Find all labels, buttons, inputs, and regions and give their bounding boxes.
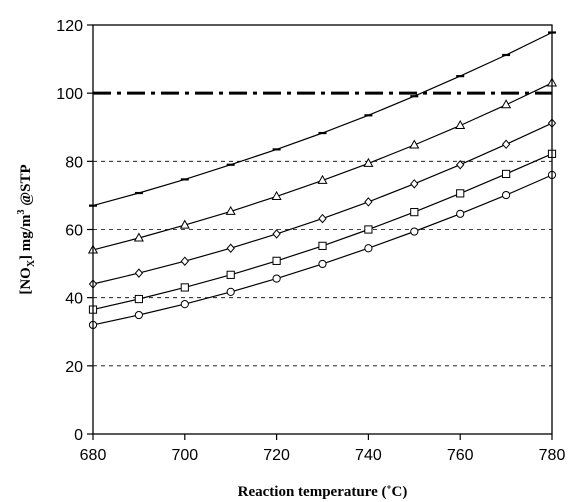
square-marker [181, 284, 188, 291]
square-marker [273, 257, 280, 264]
circle-marker [365, 245, 372, 252]
diamond-marker [273, 230, 280, 238]
axis-ticks: 680 700 720 740 760 780 0 20 40 60 80 100 120 [56, 18, 565, 464]
plot-frame [93, 25, 552, 434]
y-axis-title-part: @STP [18, 164, 34, 209]
circle-marker [411, 228, 418, 235]
circle-marker [227, 288, 234, 295]
circle-marker [503, 191, 510, 198]
y-axis-title-part: ] mg/m [18, 214, 34, 260]
y-tick-label: 80 [65, 154, 83, 171]
diamond-marker [457, 161, 464, 169]
square-marker [411, 209, 418, 216]
series-line [93, 83, 552, 250]
y-tick-label: 40 [65, 291, 83, 308]
circle-marker [135, 311, 142, 318]
square-marker [227, 271, 234, 278]
x-tick-label: 760 [447, 447, 474, 464]
y-axis-title: [NOX] mg/m3 @STP [16, 164, 37, 294]
series-group [89, 32, 556, 328]
diamond-marker [503, 140, 510, 148]
x-tick-label: 720 [263, 447, 290, 464]
square-marker [319, 242, 326, 249]
diamond-marker [365, 198, 372, 206]
square-marker [457, 190, 464, 197]
circle-marker [273, 275, 280, 282]
diamond-marker [181, 257, 188, 265]
square-marker [503, 170, 510, 177]
circle-marker [457, 210, 464, 217]
diamond-marker [227, 244, 234, 252]
diamond-marker [411, 180, 418, 188]
y-tick-label: 0 [74, 427, 83, 444]
y-axis-title-part: [NO [18, 267, 34, 295]
y-tick-label: 20 [65, 359, 83, 376]
x-tick-label: 780 [539, 447, 566, 464]
x-tick-label: 740 [355, 447, 382, 464]
diamond-marker [319, 215, 326, 223]
square-marker [135, 295, 142, 302]
y-tick-label: 60 [65, 223, 83, 240]
circle-marker [181, 301, 188, 308]
circle-marker [319, 260, 326, 267]
x-tick-label: 680 [80, 447, 107, 464]
x-tick-label: 700 [171, 447, 198, 464]
square-marker [365, 226, 372, 233]
y-tick-label: 100 [56, 86, 83, 103]
x-axis-title: Reaction temperature (˚C) [238, 484, 408, 500]
series-triangle [89, 78, 556, 253]
diamond-marker [135, 269, 142, 277]
y-tick-label: 120 [56, 18, 83, 35]
